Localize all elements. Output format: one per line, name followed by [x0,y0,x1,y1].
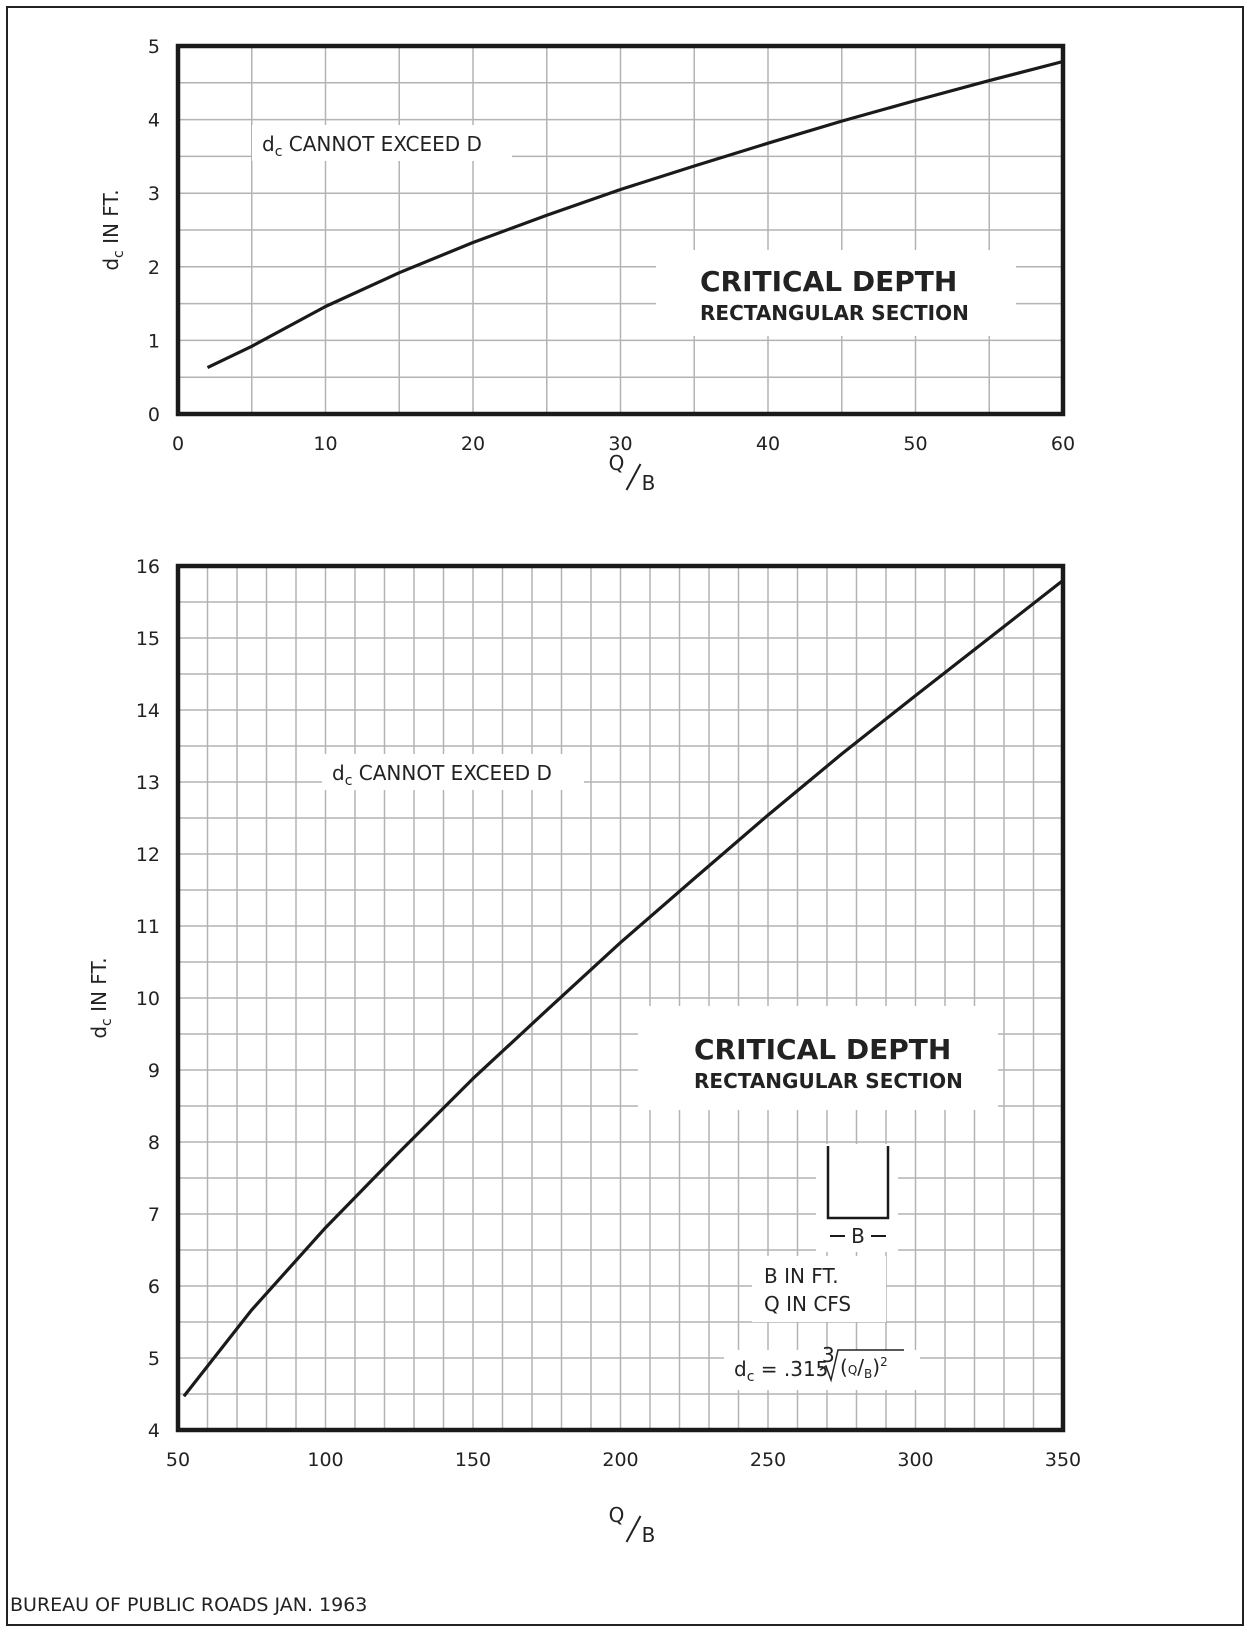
title-panel [656,250,1016,336]
x-axis-label-numerator: Q [609,1503,625,1527]
x-tick-label: 10 [313,433,337,455]
y-axis-label-main: d [99,258,123,271]
y-tick-label: 11 [136,916,160,938]
x-axis-label-denominator: B [642,1523,656,1547]
x-tick-label: 50 [903,433,927,455]
formula-num: Q [848,1363,857,1377]
x-tick-label: 200 [602,1449,638,1471]
critical-depth-curve [182,579,1064,1398]
formula-paren-close: ) [872,1355,880,1379]
y-tick-label: 9 [148,1060,160,1082]
units-line: Q IN CFS [764,1292,851,1316]
x-tick-label: 0 [172,433,184,455]
formula-lhs-sub: c [747,1369,755,1385]
y-tick-label: 15 [136,628,160,650]
chart-2: 50 100 150 200 250 300 350 4 5 6 7 8 9 10 11 12 13 14 15 16… [87,556,1081,1547]
y-axis-label-main: d [87,1026,111,1039]
title-panel [638,1006,998,1110]
y-axis-label-sub: c [111,250,127,258]
x-tick-label: 50 [166,1449,190,1471]
x-tick-label: 350 [1045,1449,1081,1471]
formula-paren-open: ( [840,1355,848,1379]
x-tick-label: 20 [461,433,485,455]
units-panel [752,1256,886,1322]
channel-section-diagram [826,1146,890,1220]
note-rest: CANNOT EXCEED D [282,132,482,156]
x-tick-label: 150 [455,1449,491,1471]
y-tick-label: 4 [148,110,160,132]
x-tick-label: 40 [756,433,780,455]
grid [178,566,1063,1430]
x-tick-label: 30 [608,433,632,455]
critical-depth-curve [206,59,1064,370]
formula-lhs: d [734,1357,747,1381]
y-tick-label: 2 [148,257,160,279]
x-axis-label-numerator: Q [609,451,625,475]
note-panel [252,125,512,161]
y-tick-label: 0 [148,404,160,426]
formula-coefficient: = .315 [754,1357,828,1381]
formula-root-index: 3 [822,1343,835,1367]
grid [178,46,1063,414]
note-cannot-exceed: dc CANNOT EXCEED D [262,132,482,160]
y-tick-label: 14 [136,700,160,722]
note-sub: c [275,144,283,160]
y-tick-label: 13 [136,772,160,794]
x-tick-label: 250 [750,1449,786,1471]
formula-radical [819,1349,904,1383]
y-axis-label: dc IN FT. [99,189,127,270]
y-tick-label: 4 [148,1420,160,1442]
y-axis-label-rest: IN FT. [99,189,123,250]
y-tick-label: 1 [148,330,160,352]
formula-panel [724,1350,920,1390]
chart-title: CRITICAL DEPTH [694,1033,951,1066]
formula-exponent: 2 [880,1355,888,1369]
formula-den: B [864,1367,872,1381]
x-tick-label: 100 [307,1449,343,1471]
note-panel [322,754,584,790]
plot-frame [175,43,1066,417]
note-cannot-exceed: dc CANNOT EXCEED D [332,761,552,789]
formula-radicand: (Q/B)2 [840,1355,888,1381]
y-tick-label: 10 [136,988,160,1010]
formula-slash: / [857,1355,864,1379]
y-tick-label: 5 [148,1348,160,1370]
y-tick-label: 8 [148,1132,160,1154]
plot-frame [175,563,1066,1433]
chart-subtitle: RECTANGULAR SECTION [694,1069,963,1093]
y-axis-label: dc IN FT. [87,957,115,1038]
note-main: d [332,761,345,785]
y-tick-label: 12 [136,844,160,866]
note-sub: c [345,773,353,789]
source-footer: BUREAU OF PUBLIC ROADS JAN. 1963 [10,1594,368,1616]
y-tick-label: 5 [148,36,160,58]
x-tick-label: 60 [1051,433,1075,455]
x-axis-label-slash [625,463,642,491]
formula: dc = .315 [734,1357,828,1385]
y-tick-label: 6 [148,1276,160,1298]
figure-frame [6,6,1244,1626]
y-axis-label-rest: IN FT. [87,957,111,1018]
y-tick-label: 16 [136,556,160,578]
note-rest: CANNOT EXCEED D [352,761,552,785]
chart-subtitle: RECTANGULAR SECTION [700,301,969,325]
section-width-label: B [851,1224,865,1248]
x-axis-label-slash [625,1515,642,1543]
units-line: B IN FT. [764,1264,839,1288]
note-main: d [262,132,275,156]
y-tick-label: 7 [148,1204,160,1226]
x-tick-label: 300 [897,1449,933,1471]
y-tick-label: 3 [148,183,160,205]
chart-title: CRITICAL DEPTH [700,265,957,298]
y-axis-label-sub: c [99,1018,115,1026]
x-axis-label-denominator: B [642,471,656,495]
section-panel [816,1144,898,1252]
